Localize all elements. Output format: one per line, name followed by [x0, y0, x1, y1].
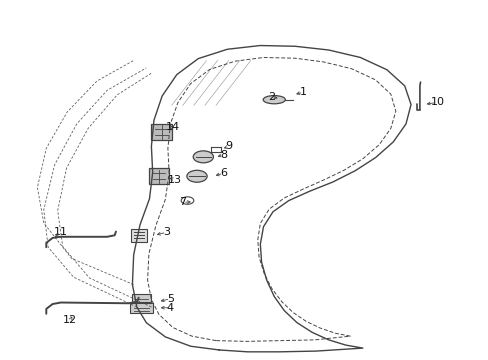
- FancyBboxPatch shape: [130, 229, 147, 242]
- Text: 11: 11: [54, 227, 68, 237]
- Text: 10: 10: [430, 97, 444, 107]
- FancyBboxPatch shape: [130, 303, 152, 313]
- Text: 12: 12: [63, 315, 77, 325]
- Text: 13: 13: [167, 175, 182, 185]
- FancyBboxPatch shape: [151, 124, 171, 140]
- Text: 1: 1: [299, 87, 306, 97]
- Text: 14: 14: [165, 122, 180, 132]
- Circle shape: [186, 170, 207, 182]
- FancyBboxPatch shape: [131, 293, 150, 302]
- Text: 3: 3: [163, 227, 170, 237]
- Text: 6: 6: [220, 168, 226, 178]
- Circle shape: [193, 151, 213, 163]
- Text: 9: 9: [224, 141, 232, 152]
- Text: 5: 5: [166, 294, 174, 304]
- Text: 7: 7: [179, 197, 186, 207]
- Ellipse shape: [263, 95, 285, 104]
- FancyBboxPatch shape: [148, 168, 169, 184]
- Text: 2: 2: [267, 92, 275, 102]
- Text: 4: 4: [166, 303, 174, 313]
- Text: 8: 8: [220, 150, 227, 159]
